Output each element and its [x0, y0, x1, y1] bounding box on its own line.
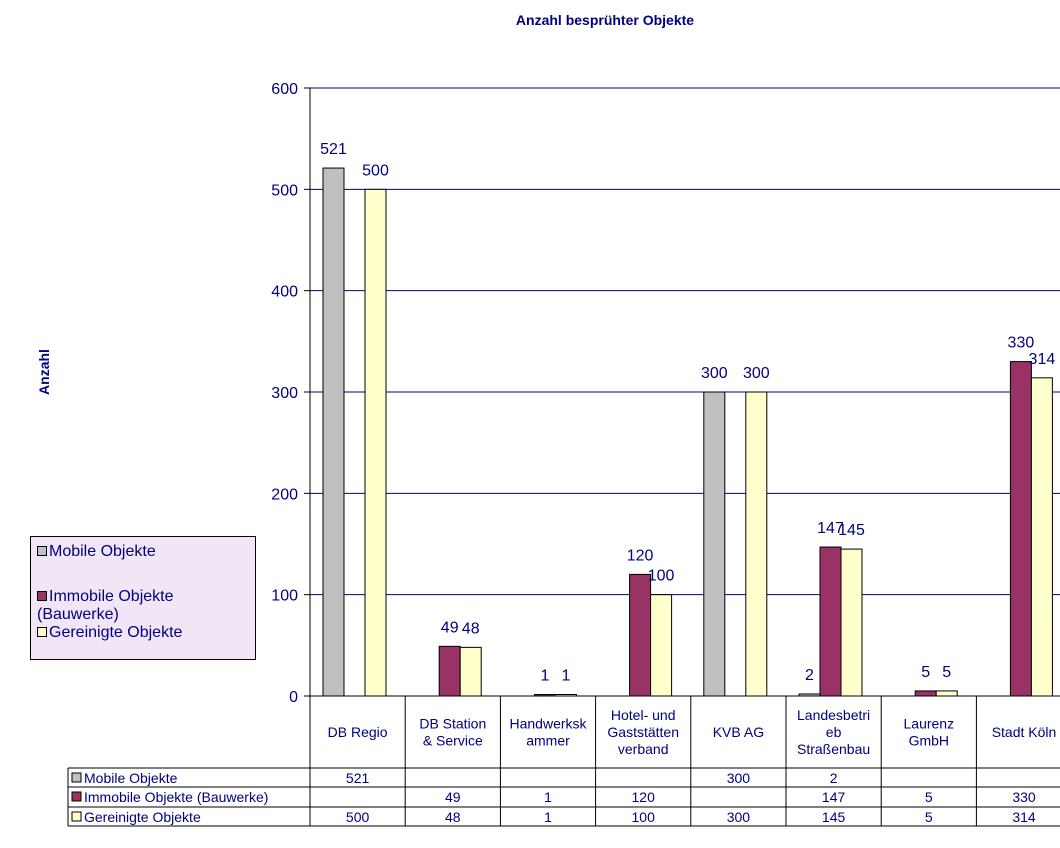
table-cell-value: 1	[544, 789, 552, 805]
data-label: 1	[561, 668, 570, 685]
table-cell-value: 1	[544, 809, 552, 825]
bar	[840, 548, 863, 697]
table-cell-value: 147	[822, 789, 846, 805]
x-category-label: Landesbetri	[797, 707, 870, 723]
x-category-label: eb	[826, 724, 842, 740]
legend-label: Mobile Objekte	[49, 543, 156, 560]
table-series-name: Mobile Objekte	[84, 770, 178, 786]
legend-item-mobile: Mobile Objekte	[37, 543, 156, 561]
data-label: 120	[627, 547, 654, 564]
x-category-label: Handwerksk	[509, 716, 587, 732]
table-cell-value: 5	[925, 789, 933, 805]
legend-label: Immobile Objekte	[49, 588, 174, 605]
bar	[703, 391, 726, 697]
bar	[914, 690, 937, 697]
legend: Mobile Objekte Immobile Objekte (Bauwerk…	[30, 536, 256, 660]
chart-title: Anzahl besprühter Objekte	[515, 12, 695, 28]
legend-swatch-mobile	[37, 546, 47, 556]
x-category-label: GmbH	[909, 733, 949, 749]
x-category-label: & Service	[423, 733, 483, 749]
data-label: 330	[1008, 335, 1035, 352]
x-category-label: Gaststätten	[607, 724, 679, 740]
data-label: 521	[320, 141, 347, 158]
legend-label-line2: (Bauwerke)	[37, 606, 119, 623]
table-cell-value: 5	[925, 809, 933, 825]
bar	[1030, 377, 1053, 697]
table-cell-value: 521	[346, 770, 370, 786]
legend-item-gereinigt: Gereinigte Objekte	[37, 624, 182, 642]
table-series-swatch	[71, 791, 82, 802]
bar	[650, 594, 673, 697]
bar	[438, 645, 461, 697]
bar	[459, 646, 482, 697]
x-category-label: Laurenz	[904, 716, 955, 732]
x-category-label: DB Regio	[328, 724, 388, 740]
y-tick-label: 200	[271, 486, 298, 503]
y-tick-label: 0	[289, 689, 298, 706]
bar	[629, 573, 652, 697]
y-tick-label: 400	[271, 284, 298, 301]
data-label: 300	[701, 365, 728, 382]
legend-swatch-immobile	[37, 591, 47, 601]
y-tick-label: 100	[271, 588, 298, 605]
x-category-label: Hotel- und	[611, 707, 676, 723]
table-cell-value: 300	[727, 770, 751, 786]
bar	[745, 391, 768, 697]
data-label: 500	[362, 162, 389, 179]
bar	[935, 690, 958, 697]
table-cell-value: 145	[822, 809, 846, 825]
table-series-name: Immobile Objekte (Bauwerke)	[84, 789, 268, 805]
bar	[322, 167, 345, 697]
data-label: 5	[921, 664, 930, 681]
table-cell-value: 48	[445, 809, 461, 825]
legend-swatch-gereinigt	[37, 627, 47, 637]
data-label: 100	[648, 568, 675, 585]
table-cell-value: 100	[632, 809, 656, 825]
data-label: 314	[1029, 351, 1056, 368]
table-series-swatch	[71, 772, 82, 783]
data-label: 300	[743, 365, 770, 382]
bar	[364, 188, 387, 697]
y-tick-label: 500	[271, 182, 298, 199]
bar	[819, 546, 842, 697]
legend-label: Gereinigte Objekte	[49, 624, 183, 641]
x-category-label: Stadt Köln	[992, 724, 1057, 740]
table-series-swatch	[71, 811, 82, 822]
table-cell-value: 300	[727, 809, 751, 825]
data-label: 49	[441, 619, 459, 636]
table-cell-value: 49	[445, 789, 461, 805]
table-cell-value: 330	[1012, 789, 1036, 805]
x-category-label: DB Station	[419, 716, 486, 732]
data-label: 48	[462, 620, 480, 637]
x-category-label: KVB AG	[713, 724, 764, 740]
table-cell-value: 314	[1012, 809, 1036, 825]
table-cell-value: 120	[632, 789, 656, 805]
table-cell-value: 500	[346, 809, 370, 825]
y-tick-label: 300	[271, 385, 298, 402]
x-category-label: Straßenbau	[797, 741, 870, 757]
legend-item-immobile: Immobile Objekte (Bauwerke)	[37, 588, 174, 624]
bar	[1009, 361, 1032, 697]
table-cell-value: 2	[830, 770, 838, 786]
x-category-label: verband	[618, 741, 669, 757]
data-label: 1	[540, 668, 549, 685]
data-label: 5	[942, 664, 951, 681]
x-category-label: ammer	[526, 733, 570, 749]
table-series-name: Gereinigte Objekte	[84, 809, 201, 825]
data-label: 147	[817, 520, 844, 537]
data-label: 2	[805, 667, 814, 684]
data-label: 145	[838, 522, 865, 539]
y-tick-label: 600	[271, 81, 298, 98]
